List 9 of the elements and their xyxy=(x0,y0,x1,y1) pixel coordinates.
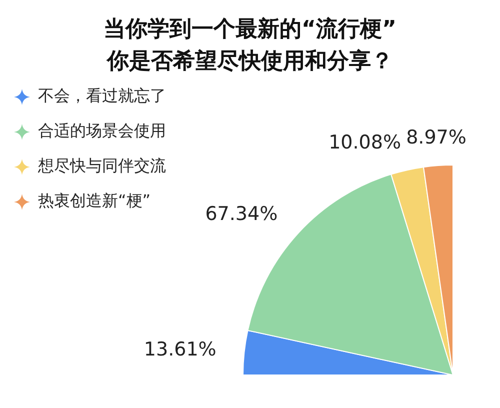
legend-label: 合适的场景会使用 xyxy=(38,121,166,142)
data-label: 13.61% xyxy=(144,338,216,361)
legend-label: 想尽快与同伴交流 xyxy=(38,156,166,177)
chart-title: 当你学到一个最新的“流行梗” 你是否希望尽快使用和分享？ xyxy=(102,16,398,76)
data-label: 67.34% xyxy=(205,203,278,226)
data-label: 8.97% xyxy=(406,126,466,149)
legend-label: 热衷创造新“梗” xyxy=(38,191,151,212)
data-label: 10.08% xyxy=(328,132,402,154)
legend-label: 不会，看过就忘了 xyxy=(38,86,166,107)
